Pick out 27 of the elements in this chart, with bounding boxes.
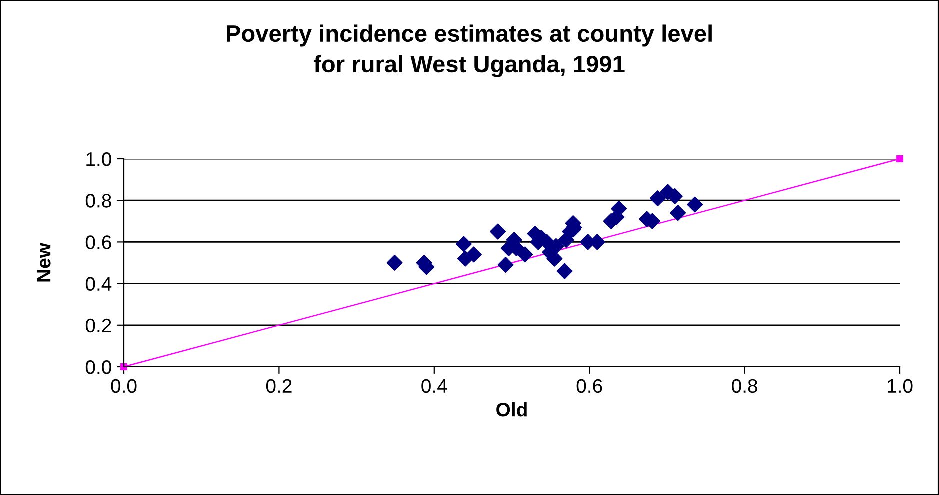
x-tick-label: 0.8 [732, 379, 758, 394]
point [896, 156, 904, 162]
y-tick-label: 0.6 [86, 236, 112, 250]
x-tick-label: 0.6 [576, 379, 602, 394]
point [498, 257, 514, 274]
y-axis-title: New [37, 242, 51, 282]
x-tick-label: 0.2 [266, 379, 292, 394]
point [517, 246, 534, 263]
x-tick-label: 1.0 [888, 379, 913, 394]
point [556, 263, 573, 280]
point [490, 224, 506, 240]
y-tick-label: 1.0 [86, 152, 112, 166]
point [687, 196, 704, 213]
x-tick-label: 0.4 [422, 379, 448, 394]
x-tick-label: 0.0 [111, 379, 137, 394]
point [670, 205, 686, 222]
point [120, 364, 128, 370]
point [456, 236, 472, 252]
chart-title: Poverty incidence estimates at county level for rural West Uganda, 1991 [227, 24, 712, 78]
point [386, 255, 403, 271]
x-axis-title: Old [496, 402, 527, 417]
y-tick-label: 0.2 [86, 318, 112, 333]
point [650, 190, 666, 206]
point [466, 246, 482, 263]
y-tick-label: 0.0 [86, 360, 112, 374]
y-tick-label: 0.8 [86, 194, 112, 208]
y-tick-label: 0.4 [86, 277, 112, 292]
